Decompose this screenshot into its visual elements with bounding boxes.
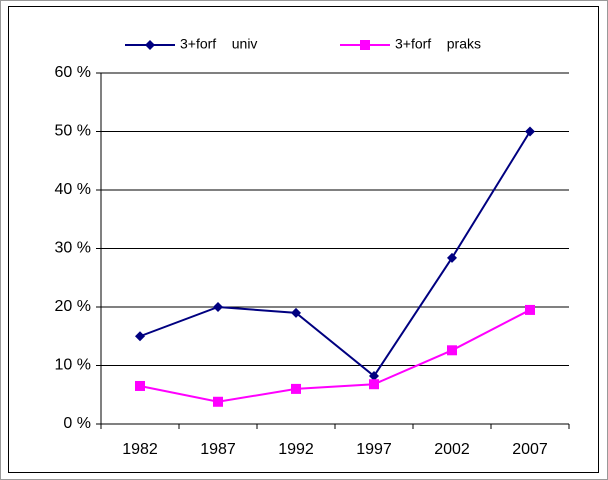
series-line: [139, 309, 531, 403]
legend-marker: [360, 40, 370, 50]
y-tick-label: 0 %: [63, 415, 91, 432]
data-point: [447, 345, 457, 356]
y-tick-label: 50 %: [55, 123, 91, 140]
x-tick-label: 1982: [122, 441, 158, 458]
y-tick-label: 30 %: [55, 240, 91, 257]
data-point: [135, 380, 145, 391]
legend-marker: [145, 40, 155, 50]
chart-border: [8, 6, 599, 473]
data-point: [213, 396, 223, 407]
y-tick-label: 60 %: [55, 64, 91, 81]
data-point: [447, 252, 457, 263]
x-tick-label: 2007: [512, 441, 548, 458]
y-tick-label: 20 %: [55, 298, 91, 315]
y-tick-label: 40 %: [55, 181, 91, 198]
series-line: [139, 130, 531, 378]
legend-label: 3+forf univ: [180, 36, 257, 52]
data-point: [291, 383, 301, 394]
x-tick-label: 2002: [434, 441, 470, 458]
data-point: [291, 307, 301, 318]
data-point: [369, 379, 379, 390]
x-tick-label: 1997: [356, 441, 392, 458]
data-point: [135, 331, 145, 342]
data-point: [213, 302, 223, 312]
x-tick-label: 1992: [278, 441, 314, 458]
data-point: [369, 371, 379, 382]
data-point: [525, 304, 535, 315]
legend-label: 3+forf praks: [395, 36, 481, 52]
x-tick-label: 1987: [200, 441, 236, 458]
y-tick-label: 10 %: [55, 357, 91, 374]
data-point: [525, 126, 535, 137]
